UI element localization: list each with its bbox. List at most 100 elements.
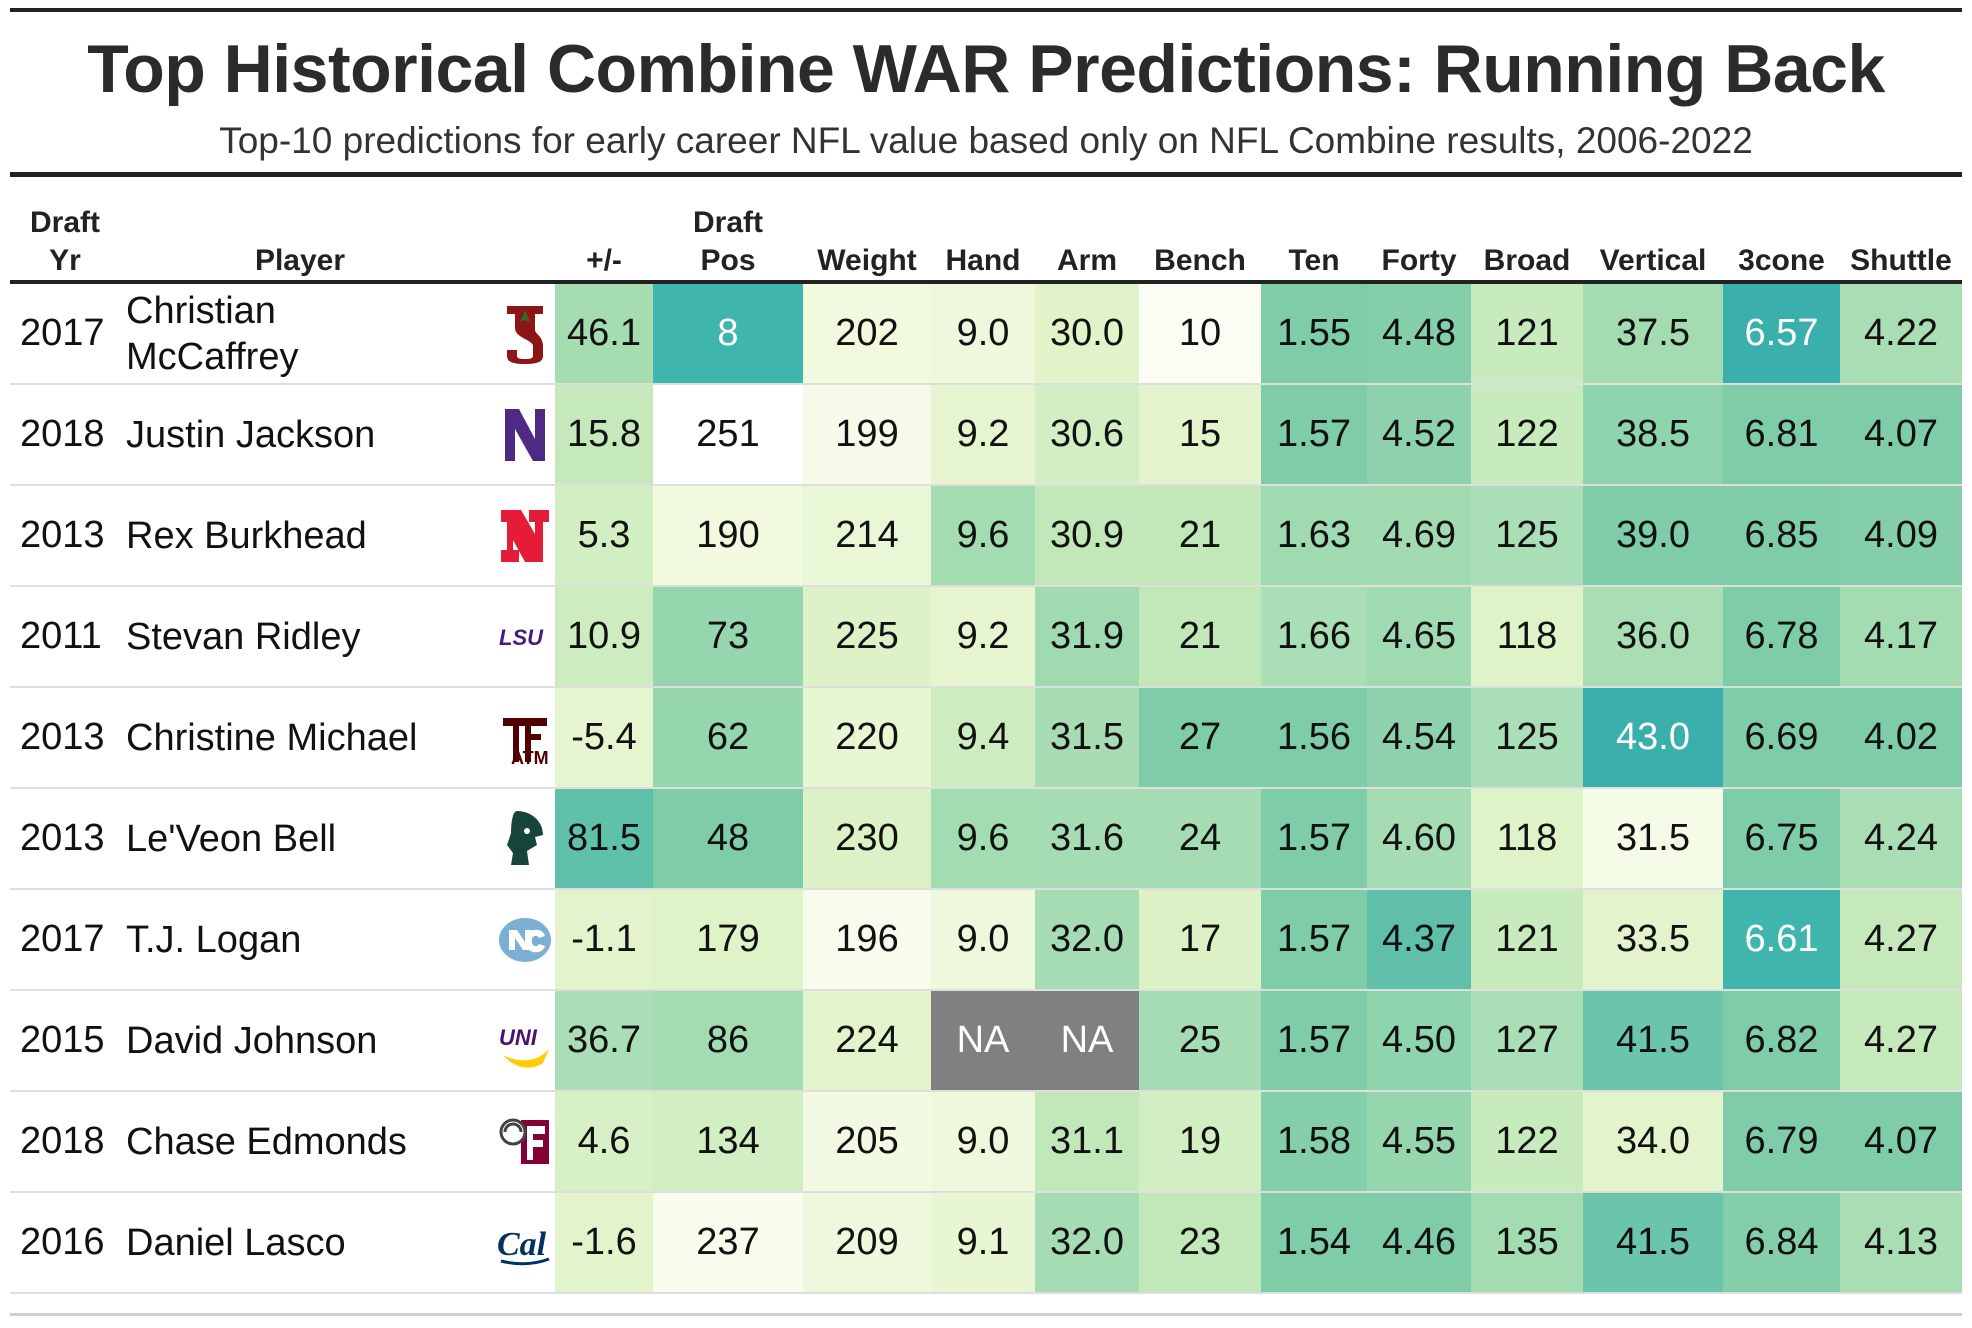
cell-weight: 214 (803, 486, 931, 585)
bottom-rule (10, 1313, 1962, 1316)
cal-logo: Cal (480, 1193, 570, 1292)
column-header-line2: Ten (1288, 244, 1340, 277)
cell-arm: 32.0 (1035, 1193, 1139, 1292)
cell-shuttle: 4.13 (1840, 1193, 1962, 1292)
cell-shuttle: 4.22 (1840, 284, 1962, 383)
cell-player-name: Justin Jackson (126, 413, 376, 456)
cell-vertical: 38.5 (1583, 385, 1723, 484)
cell-pm: 15.8 (555, 385, 653, 484)
cell-arm: 32.0 (1035, 890, 1139, 989)
table-row: 2018 Chase Edmonds 4.6 134 205 9.0 31.1 19 1.58 4… (10, 1092, 1962, 1193)
cell-bench: 23 (1139, 1193, 1261, 1292)
chart-subtitle: Top-10 predictions for early career NFL … (219, 120, 1753, 161)
cell-shuttle: 4.27 (1840, 991, 1962, 1090)
cell-pm: 46.1 (555, 284, 653, 383)
stanford-logo (480, 284, 570, 383)
cell-pm: 4.6 (555, 1092, 653, 1191)
cell-arm: 31.5 (1035, 688, 1139, 787)
cell-forty: 4.60 (1367, 789, 1471, 888)
cell-pos: 8 (653, 284, 803, 383)
cell-shuttle: 4.07 (1840, 1092, 1962, 1191)
cell-player-name: T.J. Logan (126, 918, 302, 961)
cell-pos: 134 (653, 1092, 803, 1191)
column-header-line2: Vertical (1599, 244, 1707, 277)
cell-cone: 6.82 (1723, 991, 1840, 1090)
column-header-line2: +/- (586, 244, 622, 277)
cell-broad: 125 (1471, 688, 1583, 787)
cell-ten: 1.54 (1261, 1193, 1367, 1292)
column-header-forty: Forty (1367, 180, 1471, 280)
cell-weight: 205 (803, 1092, 931, 1191)
column-header-cone: 3cone (1723, 180, 1840, 280)
column-header-line2: Yr (49, 244, 81, 277)
texas-am-logo: ATM (480, 688, 570, 787)
cell-hand: 9.0 (931, 284, 1035, 383)
cell-shuttle: 4.09 (1840, 486, 1962, 585)
cell-broad: 121 (1471, 284, 1583, 383)
cell-broad: 121 (1471, 890, 1583, 989)
cell-ten: 1.57 (1261, 789, 1367, 888)
cell-ten: 1.57 (1261, 991, 1367, 1090)
cell-cone: 6.81 (1723, 385, 1840, 484)
cell-shuttle: 4.02 (1840, 688, 1962, 787)
cell-vertical: 41.5 (1583, 991, 1723, 1090)
header-top-rule (10, 172, 1962, 177)
table-row: 2017 Christian McCaffrey 46.1 8 202 9.0 30.0 10… (10, 284, 1962, 385)
table-row: 2013 Christine Michael ATM -5.4 62 220 9.4 31.5… (10, 688, 1962, 789)
cell-arm: 31.9 (1035, 587, 1139, 686)
cell-forty: 4.69 (1367, 486, 1471, 585)
cell-pm: 36.7 (555, 991, 653, 1090)
column-header-line2: Hand (945, 244, 1021, 277)
column-header-ten: Ten (1261, 180, 1367, 280)
chart-title: Top Historical Combine WAR Predictions: … (87, 31, 1885, 107)
column-header-line1: Draft (692, 206, 763, 239)
cell-vertical: 37.5 (1583, 284, 1723, 383)
cell-weight: 220 (803, 688, 931, 787)
cell-draft-year: 2011 (20, 615, 102, 657)
cell-shuttle: 4.27 (1840, 890, 1962, 989)
cell-pm: 10.9 (555, 587, 653, 686)
table-row: 2013 Le'Veon Bell 81.5 48 230 9.6 31.6 24 1.57 4.… (10, 789, 1962, 890)
cell-ten: 1.66 (1261, 587, 1367, 686)
column-header-pos: Draft Pos (653, 180, 803, 280)
cell-ten: 1.56 (1261, 688, 1367, 787)
cell-pos: 190 (653, 486, 803, 585)
cell-arm: 30.0 (1035, 284, 1139, 383)
cell-player-name: Christian McCaffrey (126, 289, 299, 378)
cell-ten: 1.58 (1261, 1092, 1367, 1191)
cell-vertical: 34.0 (1583, 1092, 1723, 1191)
column-header-year: Draft Yr (10, 180, 120, 280)
cell-broad: 118 (1471, 587, 1583, 686)
cell-broad: 118 (1471, 789, 1583, 888)
cell-bench: 10 (1139, 284, 1261, 383)
cell-cone: 6.79 (1723, 1092, 1840, 1191)
cell-arm: 30.9 (1035, 486, 1139, 585)
north-carolina-logo (480, 890, 570, 989)
cell-weight: 196 (803, 890, 931, 989)
cell-draft-year: 2017 (20, 312, 105, 354)
cell-forty: 4.65 (1367, 587, 1471, 686)
column-header-weight: Weight (803, 180, 931, 280)
column-header-hand: Hand (931, 180, 1035, 280)
header-bottom-rule (10, 280, 1962, 284)
cell-weight: 230 (803, 789, 931, 888)
column-header-player: Player (120, 180, 480, 280)
cell-forty: 4.54 (1367, 688, 1471, 787)
column-header-line2: Pos (700, 244, 756, 277)
cell-ten: 1.57 (1261, 385, 1367, 484)
cell-vertical: 33.5 (1583, 890, 1723, 989)
cell-weight: 224 (803, 991, 931, 1090)
cell-vertical: 43.0 (1583, 688, 1723, 787)
cell-vertical: 41.5 (1583, 1193, 1723, 1292)
column-header-broad: Broad (1471, 180, 1583, 280)
cell-bench: 19 (1139, 1092, 1261, 1191)
column-header-arm: Arm (1035, 180, 1139, 280)
cell-draft-year: 2017 (20, 918, 105, 960)
cell-broad: 122 (1471, 1092, 1583, 1191)
column-header-line2: Weight (817, 244, 917, 277)
cell-pm: 81.5 (555, 789, 653, 888)
column-header-pm: +/- (555, 180, 653, 280)
northwestern-logo (480, 385, 570, 484)
table-row: 2015 David Johnson UNI 36.7 86 224 NA NA 25 1.57 4… (10, 991, 1962, 1092)
lsu-logo: LSU (480, 587, 570, 686)
